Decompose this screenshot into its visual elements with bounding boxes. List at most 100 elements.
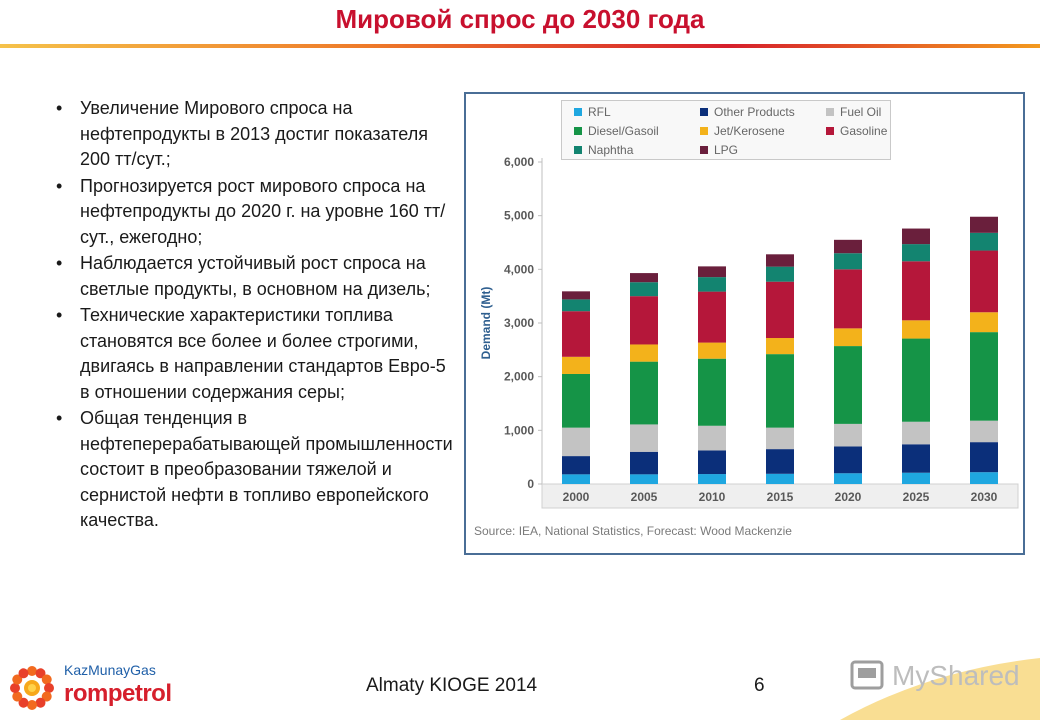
sun-ray xyxy=(41,674,52,685)
y-tick-label: 1,000 xyxy=(504,423,534,437)
bar-segment xyxy=(630,282,658,297)
sun-ray xyxy=(44,683,54,693)
legend-item: Fuel Oil xyxy=(826,105,881,119)
legend-item: LPG xyxy=(700,143,738,157)
chart-source: Source: IEA, National Statistics, Foreca… xyxy=(474,524,792,538)
bar-segment xyxy=(630,451,658,475)
bar-segment xyxy=(902,320,930,339)
bar-segment xyxy=(766,473,794,484)
sun-ray xyxy=(27,700,37,710)
legend-item: Other Products xyxy=(700,105,795,119)
y-tick-label: 3,000 xyxy=(504,316,534,330)
sun-ray xyxy=(12,674,23,685)
legend-label: Gasoline xyxy=(840,124,888,138)
bar-segment xyxy=(970,232,998,251)
bar-segment xyxy=(834,253,862,270)
legend-label: RFL xyxy=(588,105,611,119)
y-tick-label: 4,000 xyxy=(504,262,534,276)
sun-ray xyxy=(12,691,23,702)
legend-label: Fuel Oil xyxy=(840,105,882,119)
bar-segment xyxy=(834,423,862,447)
sun-ray xyxy=(18,668,29,679)
bullet-list: Увеличение Мирового спроса на нефтепроду… xyxy=(48,96,458,535)
bar-segment xyxy=(766,354,794,428)
bar-segment xyxy=(630,344,658,362)
legend-item: Gasoline xyxy=(826,124,887,138)
slide-title: Мировой спрос до 2030 года xyxy=(335,4,705,34)
sun-ray xyxy=(18,697,29,708)
x-tick-label: 2000 xyxy=(563,490,590,504)
bar-segment xyxy=(902,472,930,484)
bar-segment xyxy=(766,449,794,474)
y-tick-label: 2,000 xyxy=(504,370,534,384)
bar-segment xyxy=(562,299,590,312)
footer-event: Almaty KIOGE 2014 xyxy=(366,675,538,696)
bullet-item: Наблюдается устойчивый рост спроса на св… xyxy=(48,251,458,302)
bar-segment xyxy=(630,474,658,484)
sun-ray xyxy=(41,691,52,702)
bar-segment xyxy=(630,361,658,425)
bar-segment xyxy=(902,228,930,245)
legend-item: Jet/Kerosene xyxy=(700,124,785,138)
bar-segment xyxy=(562,356,590,374)
bar-segment xyxy=(698,425,726,451)
bar-segment xyxy=(902,421,930,445)
bar-segment xyxy=(766,427,794,450)
sun-ray xyxy=(10,683,20,693)
legend-swatch xyxy=(700,108,708,116)
bullet-item: Общая тенденция в нефтеперерабатывающей … xyxy=(48,406,458,534)
bar-segment xyxy=(766,254,794,267)
bar-segment xyxy=(698,266,726,278)
bar-segment xyxy=(970,216,998,233)
logo-rompetrol: rompetrol xyxy=(64,680,172,707)
bar-segment xyxy=(970,420,998,443)
x-axis-band xyxy=(541,483,1019,509)
bar-segment xyxy=(766,266,794,282)
x-tick-label: 2010 xyxy=(699,490,726,504)
bullet-item: Прогнозируется рост мирового спроса на н… xyxy=(48,174,458,251)
bar-segment xyxy=(902,444,930,473)
legend-label: Naphtha xyxy=(588,143,634,157)
bar-segment xyxy=(698,358,726,426)
sun-ray xyxy=(35,697,46,708)
sun-logo-icon xyxy=(10,666,54,710)
bar-segment xyxy=(970,312,998,333)
bar-segment xyxy=(630,273,658,283)
bullet-item: Увеличение Мирового спроса на нефтепроду… xyxy=(48,96,458,173)
page-number: 6 xyxy=(754,675,765,696)
bar-segment xyxy=(834,269,862,329)
bar-segment xyxy=(698,342,726,359)
bar-segment xyxy=(834,239,862,254)
x-tick-label: 2030 xyxy=(971,490,998,504)
legend-item: RFL xyxy=(574,105,611,119)
bar-segment xyxy=(562,311,590,357)
watermark-swoosh-icon xyxy=(840,658,1040,720)
bar-segment xyxy=(630,424,658,452)
x-tick-label: 2005 xyxy=(631,490,658,504)
legend-swatch xyxy=(826,108,834,116)
bar-segment xyxy=(630,296,658,345)
bar-segment xyxy=(698,291,726,343)
title-divider xyxy=(0,44,1040,48)
bar-segment xyxy=(562,373,590,428)
bar-segment xyxy=(902,244,930,262)
bar-segment xyxy=(970,332,998,421)
logo-kazmunaygas: KazMunayGas xyxy=(64,662,156,678)
legend-swatch xyxy=(574,108,582,116)
bar-segment xyxy=(834,473,862,484)
legend-label: Diesel/Gasoil xyxy=(588,124,659,138)
bar-segment xyxy=(834,328,862,347)
legend-item: Naphtha xyxy=(574,143,633,157)
bar-segment xyxy=(562,291,590,300)
y-axis-label: Demand (Mt) xyxy=(479,287,493,360)
bar-segment xyxy=(562,427,590,457)
watermark: MyShared xyxy=(840,650,1040,720)
x-tick-label: 2025 xyxy=(903,490,930,504)
y-tick-label: 6,000 xyxy=(504,155,534,169)
legend-label: Other Products xyxy=(714,105,795,119)
company-logo: KazMunayGas rompetrol xyxy=(8,660,178,716)
demand-chart: 0 1,000 2,000 3,000 4,000 5,000 6,000 Demand (M… xyxy=(464,92,1025,555)
legend-swatch xyxy=(826,127,834,135)
bar-segment xyxy=(766,281,794,339)
chart-legend: RFL Other Products Fuel Oil Diesel/Gasoil Je… xyxy=(561,100,891,160)
